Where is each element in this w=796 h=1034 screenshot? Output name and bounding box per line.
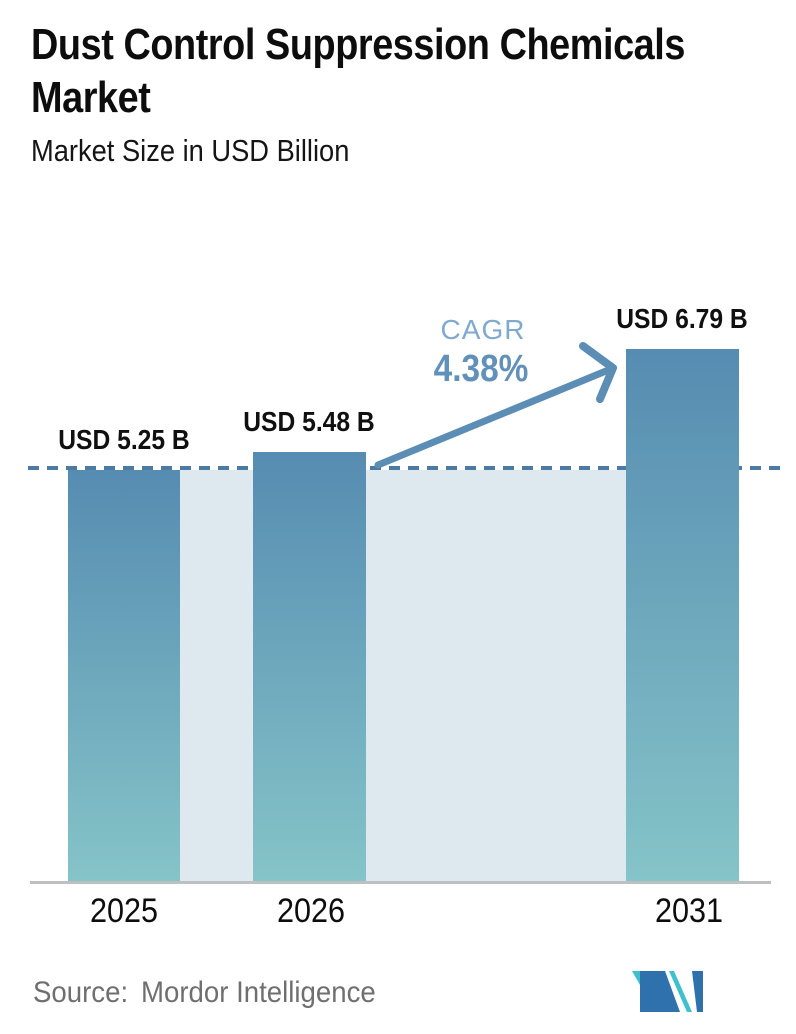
cagr-label: CAGR	[440, 314, 526, 345]
chart-subtitle: Market Size in USD Billion	[31, 133, 350, 168]
title-line-2: Market	[31, 73, 151, 122]
title-line-1: Dust Control Suppression Chemicals	[31, 20, 686, 69]
value-label-2031: USD 6.79 B	[616, 303, 748, 334]
source-text: Source: Mordor Intelligence	[33, 976, 376, 1010]
mordor-intelligence-logo-icon	[632, 971, 703, 1012]
value-label-2025: USD 5.25 B	[58, 424, 190, 455]
bar-2031	[626, 349, 739, 881]
x-tick-2026: 2026	[276, 892, 346, 930]
page-title: Dust Control Suppression Chemicals Marke…	[31, 18, 685, 124]
bar-2025	[68, 470, 180, 881]
source-name: Mordor Intelligence	[140, 976, 376, 1009]
area-band	[180, 470, 626, 881]
x-tick-2031: 2031	[654, 892, 724, 930]
x-tick-2025: 2025	[89, 892, 159, 930]
value-label-2026: USD 5.48 B	[243, 406, 375, 437]
cagr-value: 4.38%	[433, 348, 529, 390]
x-axis-line	[30, 881, 771, 884]
bar-2026	[253, 452, 366, 881]
source-label: Source:	[33, 976, 129, 1009]
